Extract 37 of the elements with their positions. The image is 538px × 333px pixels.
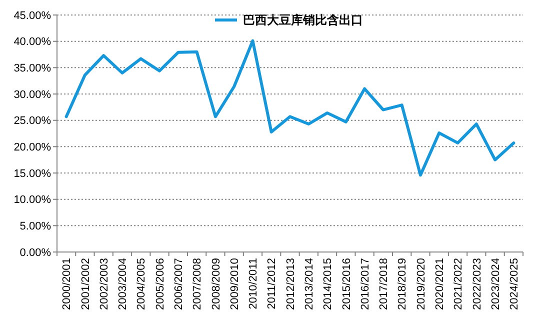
x-tick-label: 2017/2018 bbox=[378, 258, 390, 310]
x-tick-label: 2007/2008 bbox=[192, 258, 204, 310]
x-tick-label: 2005/2006 bbox=[154, 258, 166, 310]
y-tick-label: 30.00% bbox=[14, 88, 52, 101]
y-tick-label: 40.00% bbox=[14, 36, 52, 48]
x-tick-label: 2010/2011 bbox=[248, 258, 260, 310]
line-series bbox=[64, 39, 516, 177]
x-tick-label: 2024/2025 bbox=[508, 258, 521, 310]
legend-label: 巴西大豆库销比含出口 bbox=[243, 13, 363, 28]
x-tick-label: 2002/2003 bbox=[98, 258, 110, 310]
y-tick-label: 25.00% bbox=[14, 115, 52, 128]
x-tick-label: 2022/2023 bbox=[471, 258, 484, 310]
x-tick-label: 2014/2015 bbox=[322, 258, 334, 310]
y-tick-label: 20.00% bbox=[14, 142, 52, 154]
x-tick-label: 2009/2010 bbox=[228, 258, 241, 310]
x-tick-label: 2012/2013 bbox=[284, 258, 297, 310]
x-tick-label: 2020/2021 bbox=[434, 258, 446, 310]
x-tick-label: 2008/2009 bbox=[210, 258, 222, 310]
x-tick-label: 2019/2020 bbox=[415, 258, 428, 310]
y-tick-label: 15.00% bbox=[14, 168, 52, 180]
y-tick-label: 35.00% bbox=[14, 62, 52, 75]
y-tick-label: 45.00% bbox=[14, 10, 52, 22]
x-tick-label: 2004/2005 bbox=[136, 258, 148, 310]
x-tick-label: 2018/2019 bbox=[396, 258, 409, 310]
x-tick-label: 2000/2001 bbox=[61, 258, 74, 310]
x-tick-label: 2023/2024 bbox=[490, 258, 502, 310]
y-tick-label: 10.00% bbox=[14, 194, 52, 206]
x-tick-label: 2001/2002 bbox=[80, 258, 92, 310]
x-tick-label: 2016/2017 bbox=[359, 258, 372, 310]
x-tick-label: 2013/2014 bbox=[303, 258, 316, 310]
x-tick-label: 2006/2007 bbox=[173, 258, 186, 310]
y-tick-label: 0.00% bbox=[20, 246, 52, 259]
x-tick-label: 2011/2012 bbox=[266, 258, 278, 310]
x-tick-label: 2003/2004 bbox=[117, 258, 130, 310]
x-tick-label: 2015/2016 bbox=[340, 258, 353, 310]
x-tick-label: 2021/2022 bbox=[452, 258, 465, 310]
y-tick-label: 5.00% bbox=[20, 220, 52, 233]
